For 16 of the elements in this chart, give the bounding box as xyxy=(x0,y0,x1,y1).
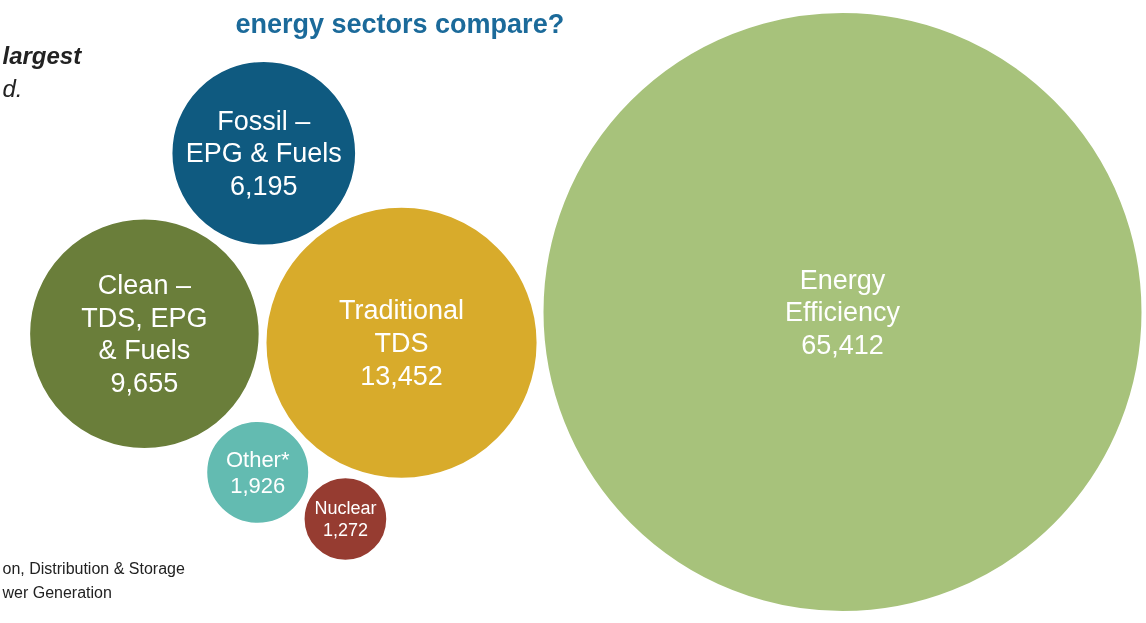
category-label: Energy Efficiency xyxy=(784,264,901,327)
category-label: Nuclear xyxy=(314,498,377,519)
data-label: 1,926 xyxy=(230,472,286,498)
category-label: Other* xyxy=(225,446,290,472)
text: largest d. xyxy=(2,42,83,102)
data-label: 13,452 xyxy=(360,360,443,391)
data-label: 6,195 xyxy=(229,171,298,202)
data-label: 9,655 xyxy=(110,367,179,398)
text: on, Distribution & Storage xyxy=(2,560,185,577)
category-label: Clean – TDS, EPG & Fuels xyxy=(81,270,208,366)
category-label: Traditional TDS xyxy=(339,295,465,358)
text: wer Generation xyxy=(1,584,112,601)
category-label: Fossil – EPG & Fuels xyxy=(185,105,342,169)
data-label: 1,272 xyxy=(322,520,368,540)
text: energy sectors compare? xyxy=(235,8,565,39)
data-label: 65,412 xyxy=(801,329,884,360)
